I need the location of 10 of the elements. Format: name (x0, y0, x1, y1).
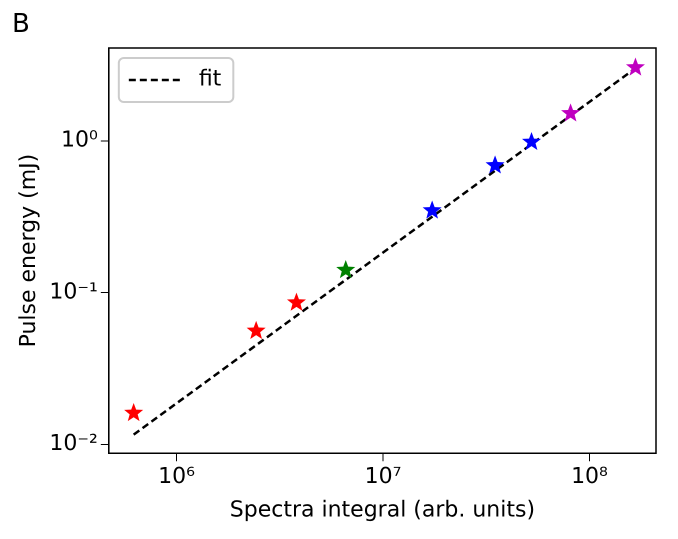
x-tick-label: 10⁶ (158, 464, 196, 490)
x-axis-title: Spectra integral (arb. units) (230, 498, 536, 523)
legend-label: fit (198, 66, 222, 92)
y-tick-label: 10⁻¹ (49, 279, 98, 304)
y-tick-label: 10⁻² (49, 431, 98, 456)
y-tick-label: 10⁰ (61, 128, 98, 153)
y-axis-title: Pulse energy (mJ) (16, 154, 41, 348)
x-tick-label: 10⁸ (571, 464, 608, 490)
text: B (12, 8, 30, 39)
x-tick-label: 10⁷ (364, 464, 402, 490)
